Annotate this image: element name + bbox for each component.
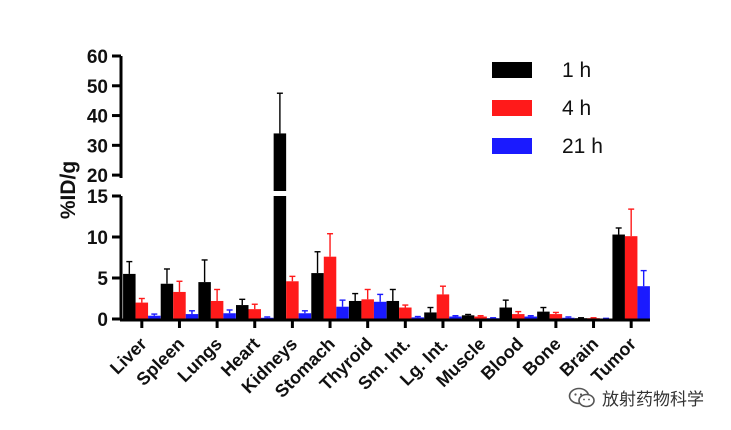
y-tick-label: 30: [87, 136, 108, 157]
y-tick-label: 50: [87, 77, 108, 98]
bar-liver-1h: [123, 273, 136, 319]
bar-tumor-4h: [624, 236, 638, 319]
bar-blood-1h: [499, 307, 512, 319]
bar-series-group: [123, 133, 650, 320]
bar-stomach-4h: [323, 256, 337, 319]
bar-spleen-1h: [160, 283, 174, 319]
bar-heart-4h: [248, 309, 261, 319]
legend-swatch: [492, 100, 532, 116]
legend: 1 h 4 h 21 h: [492, 59, 603, 158]
bar-lg-int--4h: [436, 294, 450, 319]
bar-break-gap: [272, 191, 288, 196]
legend-label: 21 h: [562, 135, 603, 158]
y-tick-label: 40: [87, 107, 108, 128]
x-tick-label: Blood: [477, 334, 527, 384]
bar-heart-21h: [261, 317, 274, 319]
bar-muscle-1h: [461, 315, 475, 319]
bar-tumor-21h: [637, 286, 650, 319]
bar-thyroid-21h: [373, 301, 387, 319]
bar-lungs-21h: [223, 313, 236, 319]
legend-swatch: [492, 62, 532, 78]
bar-lg-int--21h: [449, 316, 462, 319]
bar-lungs-1h: [198, 282, 211, 319]
bar-sm-int--21h: [411, 317, 425, 319]
legend-swatch: [492, 138, 532, 154]
watermark: 放射药物科学: [568, 385, 704, 410]
bar-bone-1h: [537, 311, 550, 319]
y-tick-label: 60: [87, 47, 108, 68]
bar-blood-21h: [524, 316, 537, 319]
legend-label: 1 h: [562, 59, 591, 82]
y-tick-label: 20: [87, 166, 108, 187]
bar-kidneys-4h: [286, 281, 299, 319]
bar-lg-int--1h: [424, 312, 437, 319]
bar-bone-21h: [562, 317, 575, 319]
bar-muscle-4h: [474, 316, 487, 319]
bar-kidneys-1h: [273, 133, 287, 319]
bar-stomach-1h: [311, 273, 324, 319]
error-bar-group: [126, 92, 647, 320]
y-tick-label: 0: [97, 310, 108, 331]
y-tick-label: 10: [87, 228, 108, 249]
bar-tumor-1h: [612, 234, 625, 319]
x-tick-label: Bone: [519, 334, 565, 380]
bar-spleen-21h: [185, 314, 199, 319]
watermark-text: 放射药物科学: [602, 390, 704, 410]
bar-liver-21h: [148, 315, 161, 319]
bar-sm-int--4h: [399, 307, 412, 319]
bar-lungs-4h: [210, 300, 224, 319]
bar-sm-int--1h: [386, 300, 400, 319]
bar-thyroid-1h: [348, 300, 362, 319]
bar-blood-4h: [512, 314, 525, 319]
bar-kidneys-21h: [298, 313, 312, 319]
bar-heart-1h: [236, 305, 249, 319]
bar-bone-4h: [549, 314, 563, 319]
bar-liver-4h: [135, 302, 149, 319]
bar-thyroid-4h: [361, 299, 374, 319]
y-axis-title: %ID/g: [57, 161, 80, 219]
legend-label: 4 h: [562, 97, 591, 120]
y-tick-label: 15: [87, 187, 109, 208]
y-tick-label: 5: [97, 269, 108, 290]
wechat-icon: [568, 387, 595, 407]
bar-stomach-21h: [336, 306, 349, 319]
bar-spleen-4h: [173, 291, 186, 319]
